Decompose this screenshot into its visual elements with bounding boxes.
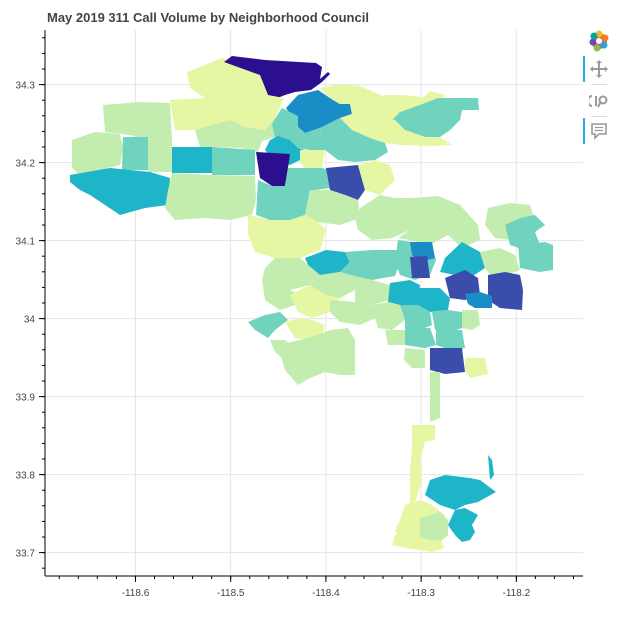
x-tick-label: -118.6	[122, 588, 150, 599]
region-eagle-rock-north[interactable]	[390, 98, 479, 137]
region-van-nuys[interactable]	[256, 152, 290, 186]
x-tick-label: -118.3	[407, 588, 435, 599]
region-venice[interactable]	[248, 312, 288, 338]
hover-tool-button[interactable]	[583, 118, 613, 144]
region-hollywood-united[interactable]	[340, 250, 400, 280]
region-lincoln-heights[interactable]	[480, 248, 520, 275]
region-north-hollywood[interactable]	[285, 168, 335, 190]
region-downtown[interactable]	[445, 270, 480, 300]
region-central-alameda[interactable]	[462, 310, 480, 330]
region-voices-90037[interactable]	[436, 330, 465, 350]
region-granada-hills[interactable]	[148, 140, 172, 172]
region-mar-vista[interactable]	[285, 318, 325, 340]
x-tick-label: -118.5	[217, 588, 245, 599]
region-studio-city-north[interactable]	[326, 165, 365, 200]
region-lake-view[interactable]	[320, 84, 385, 130]
region-griffith[interactable]	[355, 195, 420, 240]
y-tick-label: 33.8	[16, 471, 36, 482]
hover-icon	[591, 123, 607, 140]
region-studio-city[interactable]	[305, 190, 360, 225]
region-pico-union[interactable]	[400, 305, 432, 330]
active-indicator	[583, 118, 585, 144]
y-tick-label: 34.2	[16, 159, 36, 170]
pan-tool-button[interactable]	[583, 56, 613, 82]
chart-title: May 2019 311 Call Volume by Neighborhood…	[47, 10, 369, 25]
region-highland-park[interactable]	[440, 242, 485, 278]
region-sherman-oaks[interactable]	[256, 180, 310, 220]
bokeh-logo-button[interactable]	[583, 28, 613, 54]
region-coastal-san-pedro[interactable]	[392, 532, 445, 552]
region-echo-park[interactable]	[410, 256, 430, 278]
region-northeast-la[interactable]	[505, 215, 545, 250]
region-harbor-strip[interactable]	[430, 372, 440, 422]
region-south-central-north[interactable]	[432, 310, 462, 332]
region-foothill[interactable]	[225, 95, 284, 130]
region-northridge-east[interactable]	[195, 120, 262, 152]
pan-icon	[590, 60, 608, 78]
region-westchester[interactable]	[270, 340, 298, 365]
region-lake-balboa[interactable]	[212, 147, 255, 175]
region-mid-city[interactable]	[372, 302, 405, 330]
region-hollywood-central[interactable]	[262, 258, 320, 290]
y-tick-label: 34	[24, 315, 36, 326]
region-wilmington[interactable]	[425, 475, 496, 510]
region-el-sereno[interactable]	[518, 242, 553, 272]
region-north-hollywood-ne[interactable]	[320, 118, 388, 162]
active-indicator	[583, 56, 585, 82]
region-sunland-east[interactable]	[358, 160, 395, 195]
y-tick-label: 33.7	[16, 549, 36, 560]
region-granada-north[interactable]	[170, 98, 230, 130]
region-historic-cultural[interactable]	[465, 292, 492, 308]
toolbar	[583, 28, 613, 158]
region-van-nuys-east[interactable]	[300, 150, 325, 168]
region-south-la[interactable]	[405, 328, 436, 348]
region-terminal-island[interactable]	[488, 455, 494, 480]
region-koreatown[interactable]	[388, 280, 420, 305]
region-reseda[interactable]	[172, 147, 212, 173]
region-sun-valley[interactable]	[286, 90, 352, 133]
region-los-feliz[interactable]	[398, 196, 448, 245]
region-west-la[interactable]	[330, 300, 375, 325]
bokeh-logo-icon	[589, 30, 609, 52]
region-harbor-gateway-south[interactable]	[410, 425, 435, 505]
axes: -118.6 -118.5 -118.4 -118.3 -118.2 34.3 34.2 34…	[16, 30, 583, 599]
region-mid-valley[interactable]	[272, 108, 325, 150]
region-chatsworth[interactable]	[72, 132, 123, 175]
region-port-of-la[interactable]	[448, 508, 478, 542]
region-boyle-heights[interactable]	[488, 272, 523, 310]
region-bel-air[interactable]	[262, 280, 300, 310]
region-westlake[interactable]	[418, 288, 450, 312]
region-eagle-rock[interactable]	[438, 196, 480, 248]
y-tick-label: 33.9	[16, 393, 36, 404]
wheel-zoom-tool-button[interactable]	[583, 88, 613, 114]
region-mid-city-west[interactable]	[310, 272, 355, 298]
region-westwood[interactable]	[290, 285, 340, 318]
region-watts[interactable]	[430, 348, 465, 374]
region-san-pedro[interactable]	[420, 512, 448, 545]
region-porter-ranch[interactable]	[103, 102, 172, 140]
x-tick-label: -118.4	[312, 588, 340, 599]
region-tarzana[interactable]	[165, 173, 212, 220]
y-tick-label: 34.1	[16, 237, 36, 248]
y-tick-label: 34.3	[16, 81, 36, 92]
region-greater-wilshire[interactable]	[350, 275, 390, 305]
region-encino[interactable]	[205, 175, 256, 220]
region-southeast[interactable]	[465, 358, 488, 378]
region-verdugo[interactable]	[352, 118, 452, 146]
region-sunland-tujunga[interactable]	[224, 56, 330, 99]
x-tick-label: -118.2	[503, 588, 531, 599]
wheel-zoom-icon	[589, 95, 608, 108]
region-harbor-gateway-north[interactable]	[404, 348, 425, 368]
region-hollywood[interactable]	[305, 250, 350, 275]
region-northridge-west[interactable]	[122, 137, 148, 170]
neighborhood-regions[interactable]	[70, 56, 553, 552]
region-empowerment[interactable]	[385, 330, 405, 345]
region-tujunga-east[interactable]	[383, 91, 445, 120]
region-palms[interactable]	[278, 328, 355, 385]
region-woodland-hills[interactable]	[70, 168, 170, 215]
region-hollywood-hills-west[interactable]	[248, 215, 326, 258]
